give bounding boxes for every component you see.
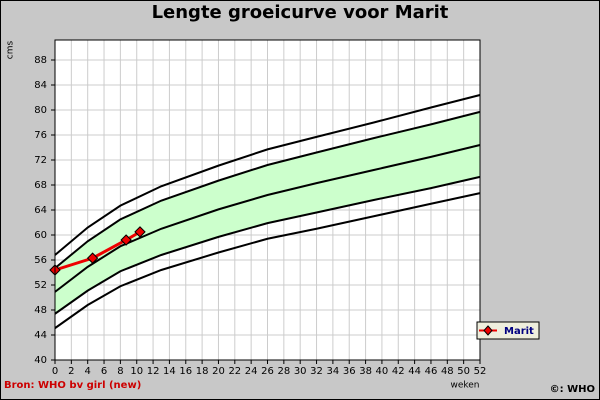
x-tick-label: 46 xyxy=(425,366,438,377)
reference-curve xyxy=(54,192,481,329)
plot xyxy=(49,94,481,329)
reference-band xyxy=(55,111,480,314)
x-tick-label: 38 xyxy=(359,366,372,377)
x-tick-label: 36 xyxy=(343,366,356,377)
y-tick-label: 48 xyxy=(34,305,47,316)
source: Bron: WHO bv girl (new) xyxy=(4,380,141,391)
y-tick-label: 64 xyxy=(34,205,47,216)
legend: Marit xyxy=(476,321,540,340)
x-tick-label: 2 xyxy=(68,366,74,377)
x-tick-label: 8 xyxy=(117,366,123,377)
x-tick-label: 6 xyxy=(101,366,107,377)
legend-label: Marit xyxy=(504,326,534,337)
y-tick-label: 68 xyxy=(34,180,47,191)
x-tick-label: 44 xyxy=(408,366,421,377)
x-tick-label: 14 xyxy=(163,366,176,377)
x-tick-label: 10 xyxy=(130,366,143,377)
point xyxy=(134,226,146,238)
y-tick-label: 88 xyxy=(34,55,47,66)
x-tick-label: 18 xyxy=(196,366,209,377)
y-tick-label: 44 xyxy=(34,330,47,341)
x-tick-label: 22 xyxy=(228,366,241,377)
x-tick-label: 34 xyxy=(327,366,340,377)
y-tick-label: 76 xyxy=(34,130,47,141)
x-tick-label: 26 xyxy=(261,366,274,377)
y-tick-label: 84 xyxy=(34,80,47,91)
x-tick-label: 24 xyxy=(245,366,258,377)
y-tick-label: 80 xyxy=(34,105,47,116)
x-tick-label: 4 xyxy=(85,366,91,377)
x-tick-label: 12 xyxy=(147,366,160,377)
reference-curve xyxy=(54,94,481,256)
x-axis-label: weken xyxy=(450,381,479,391)
legend-box xyxy=(476,321,540,340)
reference-curve xyxy=(54,110,481,269)
point xyxy=(120,234,132,246)
copyright: ©: WHO xyxy=(550,384,595,395)
y-tick-label: 60 xyxy=(34,230,47,241)
y-tick-label: 40 xyxy=(34,355,47,366)
y-tick-label: 56 xyxy=(34,255,47,266)
x-tick-label: 28 xyxy=(277,366,290,377)
x-tick-label: 48 xyxy=(441,366,454,377)
chart-title: Lengte groeicurve voor Marit xyxy=(152,2,449,23)
point xyxy=(86,252,99,264)
y-axis-label: cms xyxy=(6,40,16,59)
reference-curve xyxy=(54,144,481,293)
y-tick-label: 52 xyxy=(34,280,47,291)
x-tick-label: 32 xyxy=(310,366,323,377)
x-tick-label: 40 xyxy=(376,366,389,377)
x-tick-label: 42 xyxy=(392,366,405,377)
x-tick-label: 50 xyxy=(457,366,470,377)
series-line xyxy=(54,230,141,272)
x-tick-label: 30 xyxy=(294,366,307,377)
x-tick-label: 0 xyxy=(52,366,58,377)
x-tick-label: 52 xyxy=(474,366,487,377)
y-tick-label: 72 xyxy=(34,155,47,166)
x-tick-label: 16 xyxy=(179,366,192,377)
x-tick-label: 20 xyxy=(212,366,225,377)
reference-curve xyxy=(54,175,481,315)
legend-marker xyxy=(483,325,493,336)
